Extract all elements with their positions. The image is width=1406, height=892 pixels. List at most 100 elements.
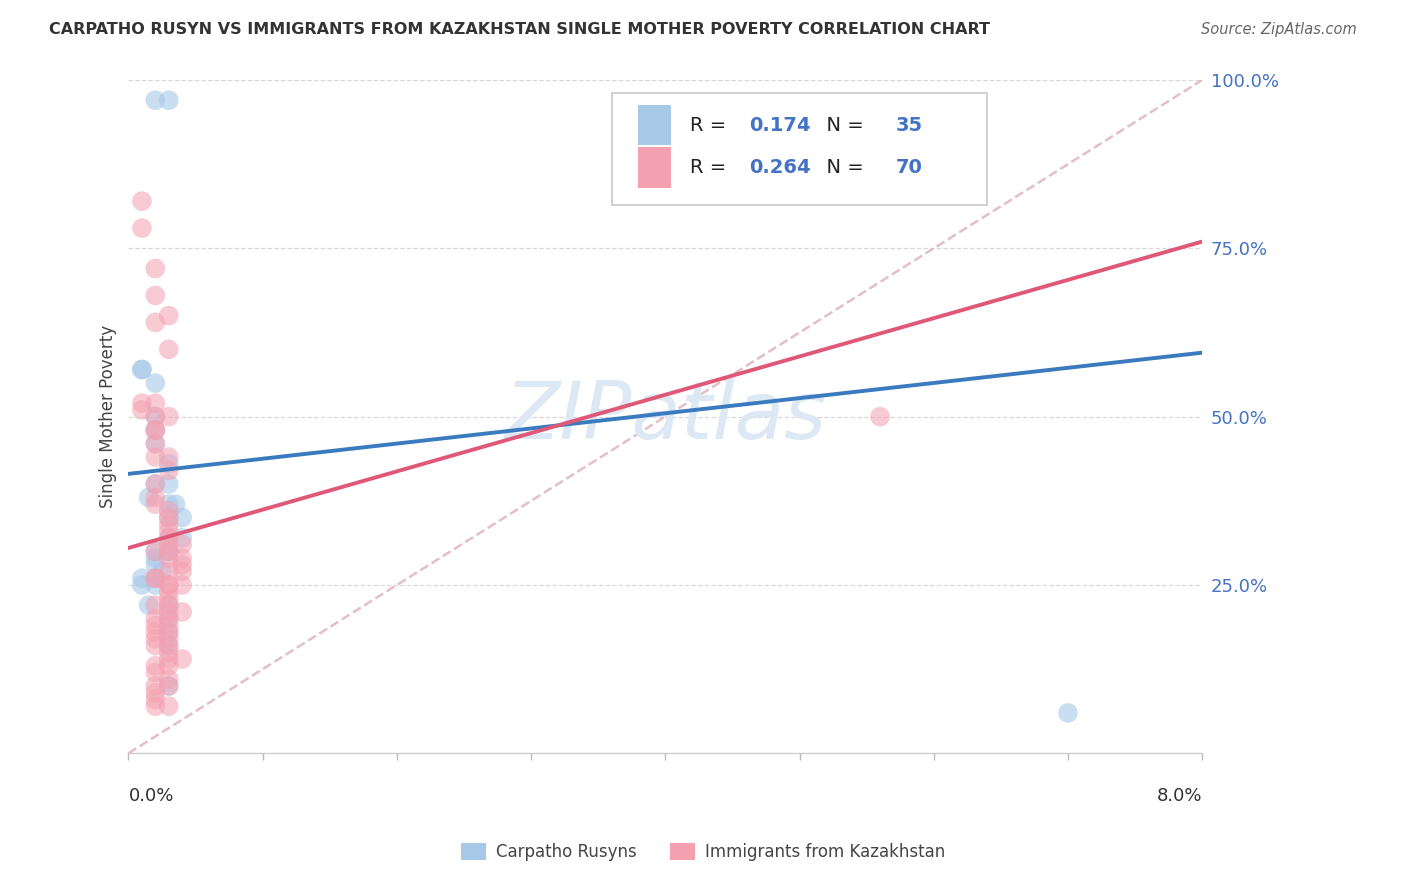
Point [157, 652, 180, 666]
Text: N =: N = [814, 116, 869, 135]
Point [143, 544, 166, 558]
Text: 35: 35 [896, 116, 924, 135]
Point [143, 558, 166, 572]
Point [157, 93, 180, 107]
Point [165, 497, 187, 511]
Point [157, 679, 180, 693]
Point [143, 436, 166, 450]
Point [157, 544, 180, 558]
Point [143, 423, 166, 437]
Point [157, 565, 180, 579]
Point [172, 510, 194, 524]
Point [172, 551, 194, 566]
Legend: Carpatho Rusyns, Immigrants from Kazakhstan: Carpatho Rusyns, Immigrants from Kazakhs… [461, 843, 945, 862]
Point [157, 510, 180, 524]
Point [157, 605, 180, 619]
Point [157, 504, 180, 518]
Point [172, 558, 194, 572]
Point [143, 93, 166, 107]
Point [157, 538, 180, 552]
Text: 0.264: 0.264 [749, 158, 811, 177]
Point [131, 221, 153, 235]
Point [157, 612, 180, 626]
Point [157, 578, 180, 592]
Point [143, 497, 166, 511]
Point [143, 612, 166, 626]
Point [143, 477, 166, 491]
Point [157, 457, 180, 471]
Point [143, 625, 166, 640]
Point [143, 632, 166, 646]
Text: ZIPatlas: ZIPatlas [505, 377, 827, 456]
Point [150, 565, 173, 579]
Point [157, 343, 180, 357]
Point [143, 578, 166, 592]
Point [143, 477, 166, 491]
Bar [638, 105, 671, 145]
Point [131, 362, 153, 376]
Point [172, 565, 194, 579]
Point [143, 436, 166, 450]
Point [143, 571, 166, 585]
FancyBboxPatch shape [612, 94, 987, 204]
Point [157, 309, 180, 323]
Bar [638, 147, 671, 187]
Point [157, 409, 180, 424]
Point [172, 652, 194, 666]
Point [157, 658, 180, 673]
Point [172, 605, 194, 619]
Point [157, 544, 180, 558]
Point [143, 639, 166, 653]
Point [157, 625, 180, 640]
Point [157, 584, 180, 599]
Point [172, 578, 194, 592]
Text: 0.174: 0.174 [749, 116, 811, 135]
Text: Source: ZipAtlas.com: Source: ZipAtlas.com [1201, 22, 1357, 37]
Point [131, 571, 153, 585]
Point [157, 632, 180, 646]
Point [131, 194, 153, 209]
Point [143, 376, 166, 390]
Point [131, 578, 153, 592]
Point [143, 618, 166, 632]
Point [143, 261, 166, 276]
Point [131, 403, 153, 417]
Point [143, 686, 166, 700]
Point [157, 672, 180, 686]
Point [143, 679, 166, 693]
Point [157, 591, 180, 606]
Point [157, 699, 180, 714]
Point [157, 524, 180, 538]
Text: N =: N = [814, 158, 869, 177]
Point [157, 612, 180, 626]
Point [157, 639, 180, 653]
Point [157, 551, 180, 566]
Point [157, 544, 180, 558]
Point [138, 491, 160, 505]
Text: R =: R = [690, 158, 733, 177]
Point [1057, 706, 1080, 720]
Point [143, 315, 166, 329]
Point [131, 362, 153, 376]
Point [143, 571, 166, 585]
Text: 8.0%: 8.0% [1157, 787, 1202, 805]
Point [143, 409, 166, 424]
Point [157, 618, 180, 632]
Text: 0.0%: 0.0% [128, 787, 174, 805]
Point [143, 658, 166, 673]
Point [157, 517, 180, 532]
Point [143, 665, 166, 680]
Point [157, 598, 180, 612]
Y-axis label: Single Mother Poverty: Single Mother Poverty [100, 325, 117, 508]
Point [157, 578, 180, 592]
Point [157, 625, 180, 640]
Point [157, 477, 180, 491]
Point [869, 409, 891, 424]
Point [143, 571, 166, 585]
Point [143, 699, 166, 714]
Point [143, 692, 166, 706]
Point [172, 538, 194, 552]
Point [157, 645, 180, 659]
Point [157, 598, 180, 612]
Point [143, 288, 166, 302]
